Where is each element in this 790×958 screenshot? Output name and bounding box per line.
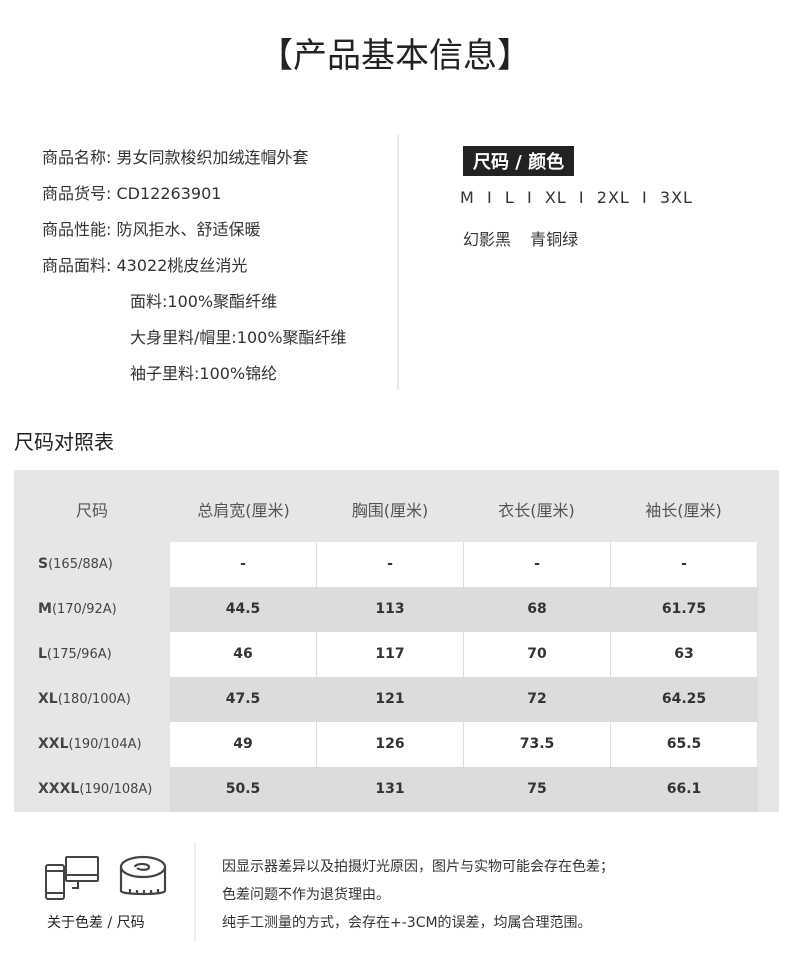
info-sku: 商品货号: CD12263901	[42, 180, 221, 204]
table-row: XXXL(190/108A) 50.5 131 75 66.1	[14, 767, 779, 812]
size-table: 尺码 总肩宽(厘米) 胸围(厘米) 衣长(厘米) 袖长(厘米) S(165/88…	[14, 470, 779, 812]
note: 色差问题不作为退货理由。	[222, 887, 390, 903]
row-size: XXL(190/104A)	[38, 722, 142, 767]
table-cell: 64.25	[611, 677, 758, 722]
table-cell: 61.75	[611, 587, 758, 632]
table-cell: 46	[170, 632, 317, 677]
fabric-detail: 袖子里料:100%锦纶	[130, 364, 278, 383]
size-code: S	[38, 556, 49, 572]
size-code: XXXL	[38, 781, 80, 797]
size-spec: (175/96A)	[46, 647, 112, 662]
table-cell: 117	[317, 632, 464, 677]
table-cell: 131	[317, 767, 464, 812]
table-cell: 121	[317, 677, 464, 722]
label: 商品名称:	[42, 148, 112, 167]
value: 43022桃皮丝消光	[116, 256, 248, 275]
table-cell: 66.1	[611, 767, 758, 812]
size-spec: (190/108A)	[79, 782, 153, 797]
row-size: L(175/96A)	[38, 632, 112, 677]
tape-measure-icon	[119, 855, 167, 896]
table-cell: 44.5	[170, 587, 317, 632]
table-cell: 68	[464, 587, 611, 632]
label: 商品面料:	[42, 256, 112, 275]
size-spec: (165/88A)	[48, 557, 113, 572]
header-shoulder: 总肩宽(厘米)	[197, 501, 290, 520]
table-cell: -	[464, 542, 611, 587]
info-performance: 商品性能: 防风拒水、舒适保暖	[42, 216, 261, 240]
header-size: 尺码	[75, 501, 108, 520]
row-size: M(170/92A)	[38, 587, 117, 632]
info-fabric: 商品面料: 43022桃皮丝消光	[42, 252, 247, 276]
table-cell: 113	[317, 587, 464, 632]
size-spec: (180/100A)	[57, 692, 131, 707]
row-size: XXXL(190/108A)	[38, 767, 152, 812]
info-name: 商品名称: 男女同款梭织加绒连帽外套	[42, 144, 309, 168]
fabric-detail: 大身里料/帽里:100%聚酯纤维	[130, 328, 347, 347]
header-sleeve: 袖长(厘米)	[645, 501, 722, 520]
size-code: XL	[38, 691, 58, 707]
table-row: M(170/92A) 44.5 113 68 61.75	[14, 587, 779, 632]
value: 男女同款梭织加绒连帽外套	[116, 148, 309, 167]
table-row: XL(180/100A) 47.5 121 72 64.25	[14, 677, 779, 722]
row-size: XL(180/100A)	[38, 677, 131, 722]
table-row: XXL(190/104A) 49 126 73.5 65.5	[14, 722, 779, 767]
table-cell: 75	[464, 767, 611, 812]
colors: 幻影黑 青铜绿	[463, 230, 579, 249]
size-spec: (190/104A)	[68, 737, 142, 752]
size-color-label: 尺码 / 颜色	[463, 146, 575, 176]
row-size: S(165/88A)	[38, 542, 113, 587]
divider	[397, 135, 399, 390]
header-chest: 胸围(厘米)	[351, 501, 429, 520]
sizes: M I L I XL I 2XL I 3XL	[460, 188, 693, 207]
table-cell: 72	[464, 677, 611, 722]
size-spec: (170/92A)	[51, 602, 117, 617]
table-row: S(165/88A) - - - -	[14, 542, 779, 587]
note: 纯手工测量的方式，会存在+-3CM的误差，均属合理范围。	[222, 915, 592, 931]
table-cell: 70	[464, 632, 611, 677]
table-cell: 126	[317, 722, 464, 767]
note: 因显示器差异以及拍摄灯光原因，图片与实物可能会存在色差；	[222, 859, 614, 875]
table-cell: -	[611, 542, 758, 587]
table-cell: 73.5	[464, 722, 611, 767]
table-cell: -	[317, 542, 464, 587]
fabric-detail: 面料:100%聚酯纤维	[130, 292, 278, 311]
size-chart-title: 尺码对照表	[14, 430, 114, 454]
value: CD12263901	[116, 184, 222, 203]
page-title: 【产品基本信息】	[259, 36, 531, 76]
divider	[194, 842, 196, 942]
table-cell: 63	[611, 632, 758, 677]
table-cell: 65.5	[611, 722, 758, 767]
table-cell: 49	[170, 722, 317, 767]
value: 防风拒水、舒适保暖	[116, 220, 261, 239]
icon-label: 关于色差 / 尺码	[47, 915, 145, 931]
table-cell: 50.5	[170, 767, 317, 812]
size-code: L	[38, 646, 47, 662]
size-code: M	[38, 601, 52, 617]
label: 商品货号:	[42, 184, 112, 203]
header-length: 衣长(厘米)	[498, 501, 575, 520]
table-row: L(175/96A) 46 117 70 63	[14, 632, 779, 677]
table-cell: -	[170, 542, 317, 587]
label: 商品性能:	[42, 220, 112, 239]
devices-icon	[45, 856, 99, 900]
table-cell: 47.5	[170, 677, 317, 722]
size-code: XXL	[38, 736, 69, 752]
